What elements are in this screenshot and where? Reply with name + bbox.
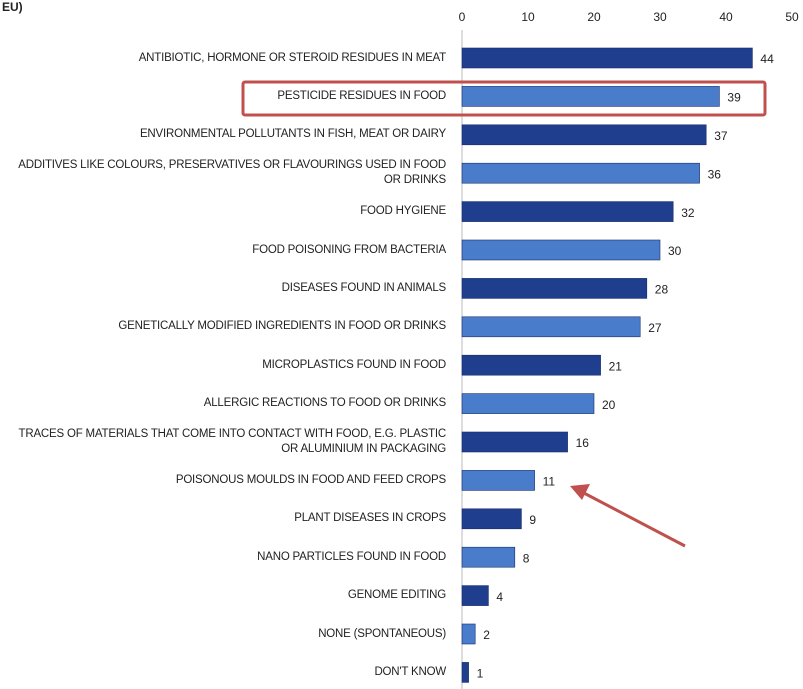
category-label: MICROPLASTICS FOUND IN FOOD xyxy=(262,358,446,371)
arrow-head xyxy=(570,484,590,500)
value-label: 32 xyxy=(681,206,695,220)
category-label: FOOD HYGIENE xyxy=(360,205,446,218)
bar xyxy=(461,278,648,299)
bar xyxy=(461,585,489,606)
value-label: 8 xyxy=(523,551,530,565)
bar xyxy=(461,470,535,491)
bar xyxy=(461,623,476,645)
bar xyxy=(461,239,661,261)
value-label: 4 xyxy=(496,590,503,604)
category-label: POISONOUS MOULDS IN FOOD AND FEED CROPS xyxy=(175,473,446,486)
value-label: 16 xyxy=(576,436,590,450)
bar xyxy=(461,47,753,69)
arrow-shaft xyxy=(581,490,686,548)
x-tick-label: 50 xyxy=(785,10,799,24)
category-label: GENETICALLY MODIFIED INGREDIENTS IN FOOD… xyxy=(118,320,446,333)
category-label: NANO PARTICLES FOUND IN FOOD xyxy=(257,550,446,563)
category-label: FOOD POISONING FROM BACTERIA xyxy=(252,243,446,256)
bar xyxy=(461,431,568,453)
value-label: 9 xyxy=(529,513,536,527)
bar xyxy=(461,316,641,338)
value-label: 27 xyxy=(648,321,662,335)
category-label: PESTICIDE RESIDUES IN FOOD xyxy=(277,89,446,102)
bar xyxy=(461,201,674,222)
value-label: 28 xyxy=(655,283,669,297)
category-label: DISEASES FOUND IN ANIMALS xyxy=(281,281,447,294)
category-label: TRACES OF MATERIALS THAT COME INTO CONTA… xyxy=(18,428,447,455)
x-tick-label: 40 xyxy=(719,10,733,24)
bar xyxy=(461,662,469,683)
bar xyxy=(461,354,601,376)
bar xyxy=(461,162,700,184)
category-label: ADDITIVES LIKE COLOURS, PRESERVATIVES OR… xyxy=(18,159,446,187)
x-tick-label: 10 xyxy=(521,10,535,24)
bar xyxy=(461,86,720,107)
value-label: 37 xyxy=(714,129,728,143)
category-label: DON'T KNOW xyxy=(374,665,446,678)
category-label: NONE (SPONTANEOUS) xyxy=(318,627,446,640)
value-label: 36 xyxy=(708,167,722,181)
chart-title: EU) xyxy=(2,0,23,14)
value-label: 1 xyxy=(477,667,484,681)
x-tick-label: 20 xyxy=(587,10,601,24)
value-label: 2 xyxy=(483,628,490,642)
value-label: 20 xyxy=(602,398,616,412)
bar xyxy=(461,508,522,530)
category-label: GENOME EDITING xyxy=(347,589,446,602)
category-label: ALLERGIC REACTIONS TO FOOD OR DRINKS xyxy=(203,397,446,410)
category-label: ANTIBIOTIC, HORMONE OR STEROID RESIDUES … xyxy=(138,51,447,64)
bar xyxy=(461,124,707,146)
value-label: 11 xyxy=(543,475,556,489)
x-tick-label: 0 xyxy=(459,10,466,24)
value-label: 44 xyxy=(760,52,774,66)
category-label: ENVIRONMENTAL POLLUTANTS IN FISH, MEAT O… xyxy=(139,128,446,141)
category-label: PLANT DISEASES IN CROPS xyxy=(294,512,446,525)
value-label: 21 xyxy=(609,359,623,373)
bar xyxy=(461,546,516,568)
bar xyxy=(461,393,595,414)
highlight-box xyxy=(241,80,767,117)
value-label: 30 xyxy=(668,244,682,258)
value-label: 39 xyxy=(727,91,741,105)
x-tick-label: 30 xyxy=(653,10,667,24)
